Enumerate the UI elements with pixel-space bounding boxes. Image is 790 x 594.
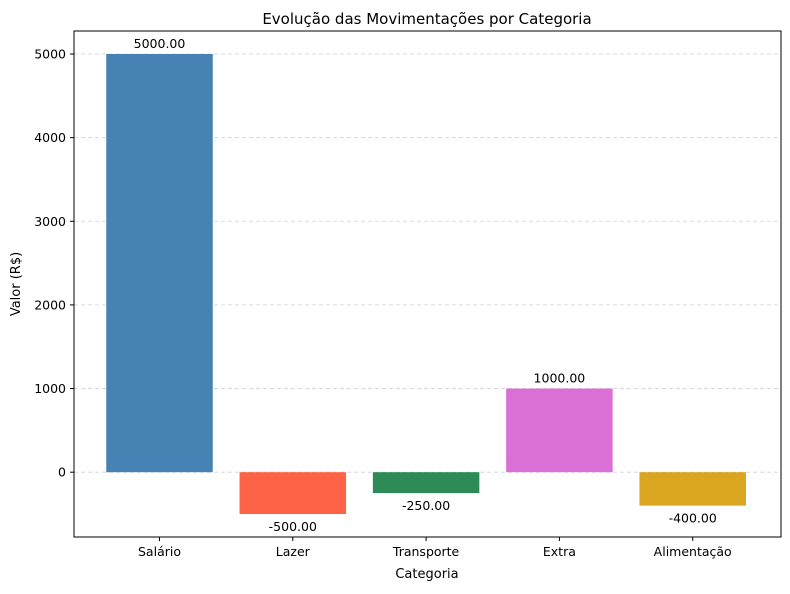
bar [372, 472, 480, 494]
data-labels: 5000.00 -500.00 -250.00 1000.00 -400.00 [134, 36, 717, 534]
y-tick-label: 5000 [34, 47, 66, 62]
chart-title: Evolução das Movimentações por Categoria [262, 10, 591, 28]
y-tick-label: 4000 [34, 130, 66, 145]
plot-frame [73, 30, 782, 538]
bars [106, 54, 746, 514]
x-tick-label: Alimentação [654, 544, 732, 559]
y-axis: 0 1000 2000 3000 4000 5000 [34, 47, 74, 480]
x-tick-label: Lazer [276, 544, 311, 559]
bar-value-label: 1000.00 [534, 371, 586, 386]
y-axis-label: Valor (R$) [9, 252, 24, 316]
bar-value-label: -250.00 [402, 498, 450, 513]
bar [239, 472, 347, 514]
y-tick-label: 0 [58, 465, 66, 480]
x-tick-label: Extra [543, 544, 576, 559]
x-tick-label: Transporte [392, 544, 460, 559]
x-tick-label: Salário [138, 544, 181, 559]
y-tick-label: 3000 [34, 214, 66, 229]
bar [639, 472, 746, 506]
x-axis-label: Categoria [395, 567, 458, 582]
y-tick-label: 1000 [34, 381, 66, 396]
y-tick-label: 2000 [34, 297, 66, 312]
bar-value-label: -500.00 [269, 519, 317, 534]
x-axis: Salário Lazer Transporte Extra Alimentação [138, 537, 732, 559]
bar-value-label: -400.00 [669, 511, 717, 526]
bar [506, 388, 613, 473]
bar-value-label: 5000.00 [134, 36, 186, 51]
bar [106, 54, 213, 473]
